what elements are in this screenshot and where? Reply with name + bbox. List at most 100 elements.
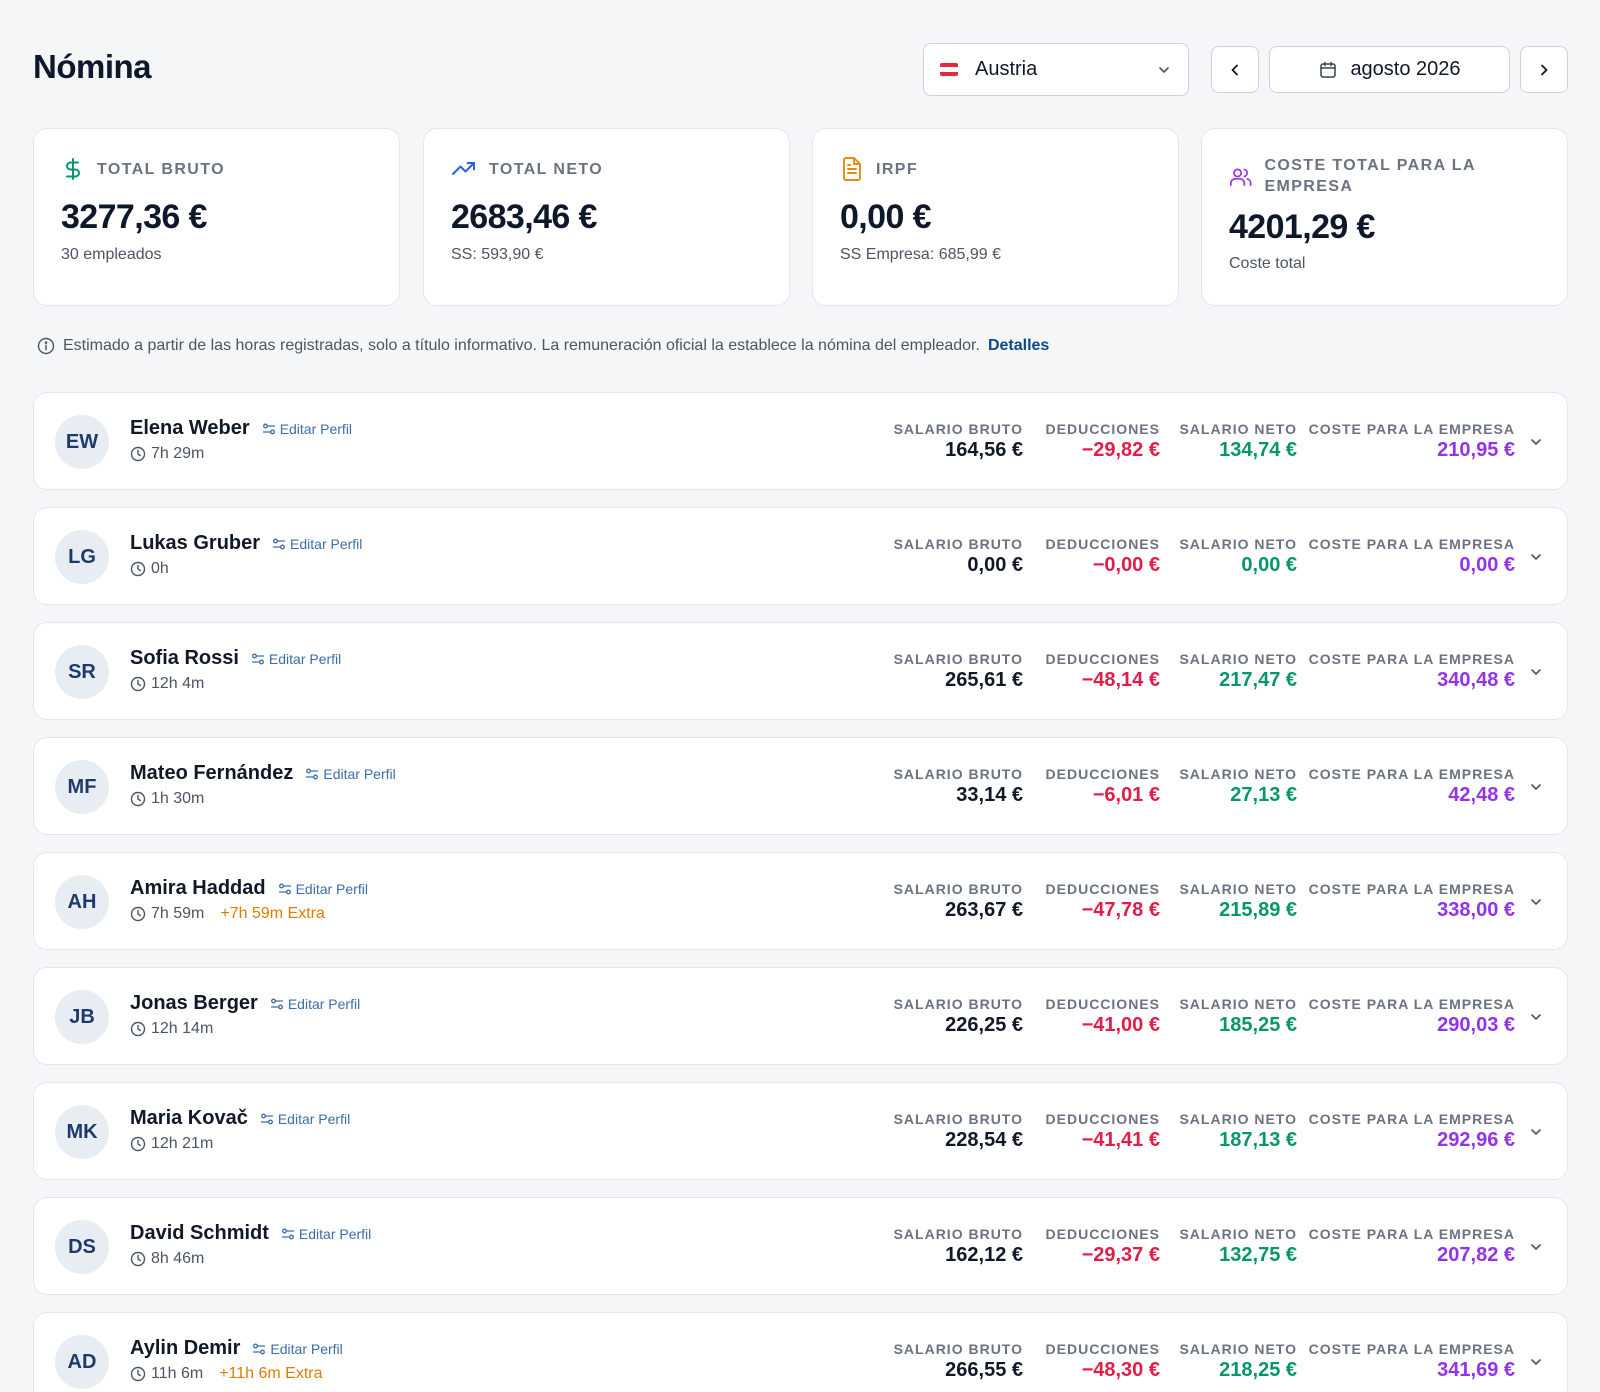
company-cost-label: COSTE PARA LA EMPRESA <box>1308 536 1515 552</box>
page-header: Nómina Austria agosto 2026 <box>33 40 1568 96</box>
month-picker-button[interactable]: agosto 2026 <box>1269 46 1510 93</box>
company-cost-value: 338,00 € <box>1437 899 1515 921</box>
gross-salary-value: 228,54 € <box>945 1129 1023 1151</box>
net-salary: SALARIO NETO 27,13 € <box>1179 766 1297 807</box>
irpf-card: IRPF 0,00 € SS Empresa: 685,99 € <box>812 128 1179 306</box>
clock-icon <box>130 446 146 462</box>
expand-row-button[interactable] <box>1525 661 1547 683</box>
employee-name: David Schmidt <box>130 1222 269 1244</box>
expand-row-button[interactable] <box>1525 1351 1547 1373</box>
details-link[interactable]: Detalles <box>987 337 1050 354</box>
gross-salary-label: SALARIO BRUTO <box>893 1341 1023 1357</box>
net-salary: SALARIO NETO 0,00 € <box>1179 536 1297 577</box>
card-subtitle: SS Empresa: 685,99 € <box>840 246 1001 263</box>
employee-row[interactable]: DS David Schmidt Editar Perfil 8h 46m SA… <box>33 1197 1568 1295</box>
net-salary: SALARIO NETO 187,13 € <box>1179 1111 1297 1152</box>
employee-name: Elena Weber <box>130 417 250 439</box>
card-label: IRPF <box>876 160 919 178</box>
employee-row[interactable]: EW Elena Weber Editar Perfil 7h 29m SALA… <box>33 392 1568 490</box>
deductions: DEDUCCIONES −29,37 € <box>1046 1226 1160 1267</box>
chevron-left-icon <box>1231 64 1238 75</box>
company-cost: COSTE PARA LA EMPRESA 207,82 € <box>1309 1226 1515 1267</box>
expand-row-button[interactable] <box>1525 1236 1547 1258</box>
edit-profile-link[interactable]: Editar Perfil <box>270 996 360 1012</box>
deductions-label: DEDUCCIONES <box>1045 996 1160 1012</box>
edit-profile-link[interactable]: Editar Perfil <box>272 536 362 552</box>
gross-salary-label: SALARIO BRUTO <box>893 881 1023 897</box>
employee-row[interactable]: LG Lukas Gruber Editar Perfil 0h SALARIO… <box>33 507 1568 605</box>
company-cost-label: COSTE PARA LA EMPRESA <box>1308 1226 1515 1242</box>
employee-row[interactable]: AH Amira Haddad Editar Perfil 7h 59m +7h… <box>33 852 1568 950</box>
hours-worked: 12h 21m <box>151 1135 214 1152</box>
chevron-down-icon <box>1531 899 1541 905</box>
net-salary: SALARIO NETO 217,47 € <box>1179 651 1297 692</box>
net-salary-label: SALARIO NETO <box>1179 766 1297 782</box>
gross-salary: SALARIO BRUTO 33,14 € <box>894 766 1023 807</box>
edit-profile-label: Editar Perfil <box>295 880 368 897</box>
country-select[interactable]: Austria <box>923 43 1189 96</box>
settings-sliders-icon <box>253 1343 266 1354</box>
card-label: COSTE TOTAL PARA LA EMPRESA <box>1264 157 1476 195</box>
deductions-value: −48,14 € <box>1081 669 1160 691</box>
deductions: DEDUCCIONES −41,41 € <box>1046 1111 1160 1152</box>
avatar: EW <box>55 415 109 469</box>
card-label: TOTAL NETO <box>489 160 604 178</box>
employee-row[interactable]: SR Sofia Rossi Editar Perfil 12h 4m SALA… <box>33 622 1568 720</box>
deductions-label: DEDUCCIONES <box>1045 1226 1160 1242</box>
deductions-label: DEDUCCIONES <box>1045 536 1160 552</box>
net-salary: SALARIO NETO 215,89 € <box>1179 881 1297 922</box>
deductions-label: DEDUCCIONES <box>1045 651 1160 667</box>
previous-month-button[interactable] <box>1211 46 1259 93</box>
avatar: SR <box>55 645 109 699</box>
next-month-button[interactable] <box>1520 46 1568 93</box>
clock-icon <box>130 676 146 692</box>
gross-salary: SALARIO BRUTO 226,25 € <box>894 996 1023 1037</box>
net-salary-value: 0,00 € <box>1241 554 1297 576</box>
gross-salary-label: SALARIO BRUTO <box>893 651 1023 667</box>
edit-profile-link[interactable]: Editar Perfil <box>252 1340 343 1357</box>
company-cost: COSTE PARA LA EMPRESA 290,03 € <box>1309 996 1515 1037</box>
card-value: 2683,46 € <box>451 198 597 236</box>
expand-row-button[interactable] <box>1525 1121 1547 1143</box>
edit-profile-link[interactable]: Editar Perfil <box>260 1111 350 1127</box>
edit-profile-link[interactable]: Editar Perfil <box>281 1226 371 1242</box>
users-icon <box>1229 168 1252 186</box>
edit-profile-label: Editar Perfil <box>270 1340 343 1357</box>
card-label: TOTAL BRUTO <box>97 160 225 178</box>
employee-row[interactable]: MF Mateo Fernández Editar Perfil 1h 30m … <box>33 737 1568 835</box>
avatar: DS <box>55 1220 109 1274</box>
company-cost-label: COSTE PARA LA EMPRESA <box>1308 651 1515 667</box>
company-cost: COSTE PARA LA EMPRESA 0,00 € <box>1309 536 1515 577</box>
clock-icon <box>130 1251 146 1267</box>
company-cost-value: 340,48 € <box>1437 669 1515 691</box>
settings-sliders-icon <box>270 998 283 1009</box>
net-salary-label: SALARIO NETO <box>1179 536 1297 552</box>
employee-row[interactable]: MK Maria Kovač Editar Perfil 12h 21m SAL… <box>33 1082 1568 1180</box>
expand-row-button[interactable] <box>1525 431 1547 453</box>
employee-row[interactable]: AD Aylin Demir Editar Perfil 11h 6m +11h… <box>33 1312 1568 1392</box>
deductions-value: −48,30 € <box>1081 1359 1160 1381</box>
employee-name: Amira Haddad <box>130 877 266 899</box>
clock-icon <box>130 791 146 807</box>
gross-salary-value: 0,00 € <box>967 554 1023 576</box>
expand-row-button[interactable] <box>1525 546 1547 568</box>
net-salary-value: 215,89 € <box>1219 899 1297 921</box>
employee-row[interactable]: JB Jonas Berger Editar Perfil 12h 14m SA… <box>33 967 1568 1065</box>
chevron-down-icon <box>1159 66 1169 73</box>
expand-row-button[interactable] <box>1525 1006 1547 1028</box>
net-salary: SALARIO NETO 134,74 € <box>1179 421 1297 462</box>
clock-icon <box>130 1136 146 1152</box>
expand-row-button[interactable] <box>1525 776 1547 798</box>
deductions: DEDUCCIONES −29,82 € <box>1046 421 1160 462</box>
edit-profile-link[interactable]: Editar Perfil <box>305 766 396 782</box>
chevron-down-icon <box>1531 439 1541 445</box>
edit-profile-link[interactable]: Editar Perfil <box>262 421 352 437</box>
expand-row-button[interactable] <box>1525 891 1547 913</box>
edit-profile-link[interactable]: Editar Perfil <box>251 651 341 667</box>
company-cost-label: COSTE PARA LA EMPRESA <box>1308 766 1515 782</box>
employee-name: Maria Kovač <box>130 1107 248 1129</box>
company-cost-value: 292,96 € <box>1437 1129 1515 1151</box>
edit-profile-link[interactable]: Editar Perfil <box>278 881 368 897</box>
net-salary-label: SALARIO NETO <box>1179 421 1297 437</box>
settings-sliders-icon <box>251 653 265 664</box>
